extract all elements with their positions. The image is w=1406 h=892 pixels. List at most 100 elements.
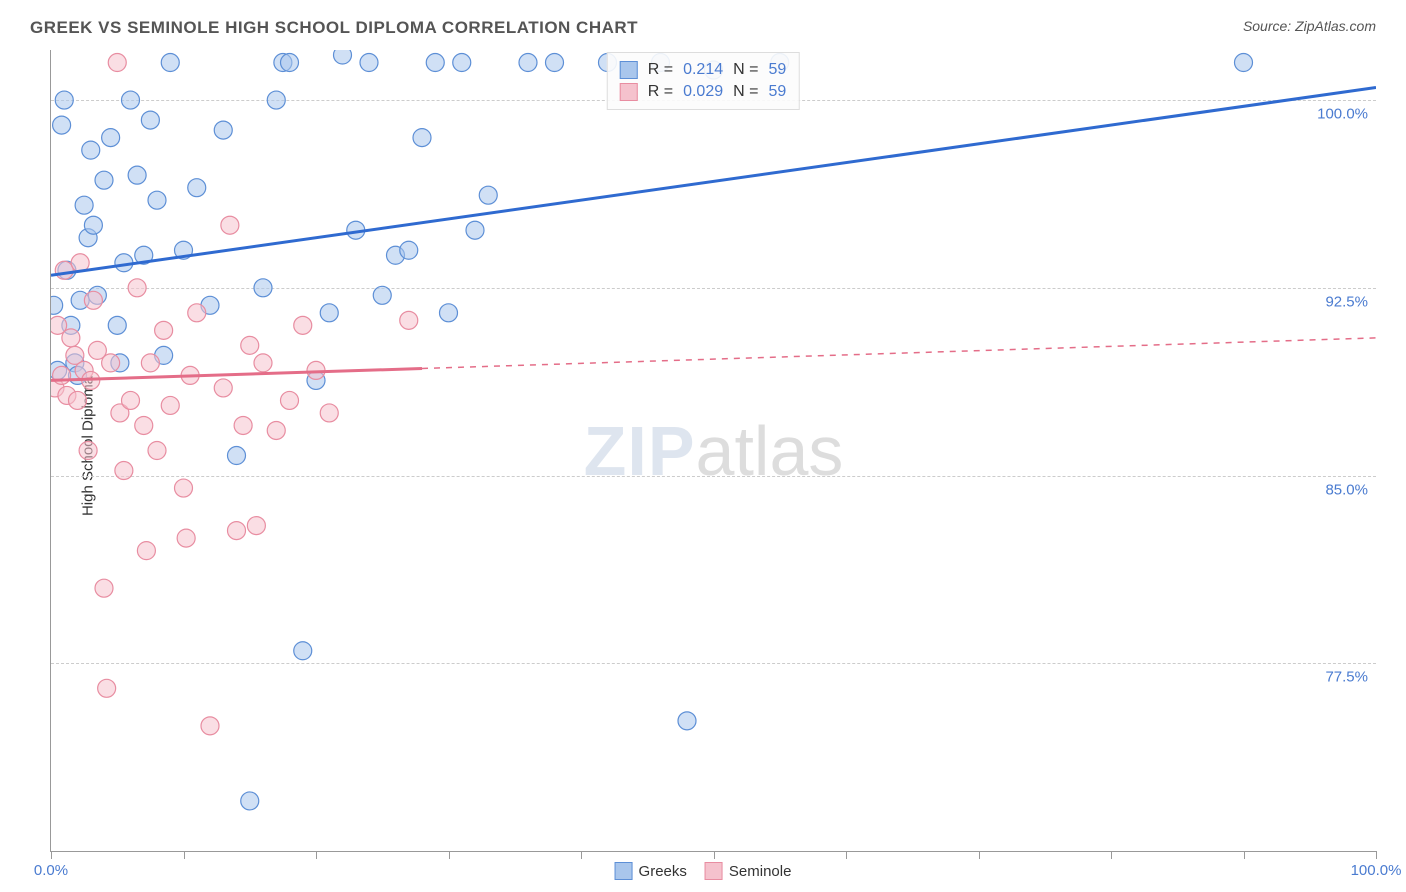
data-point — [161, 54, 179, 72]
legend-item-seminole: Seminole — [705, 862, 792, 880]
chart-title: GREEK VS SEMINOLE HIGH SCHOOL DIPLOMA CO… — [30, 18, 638, 38]
x-tick-label: 0.0% — [34, 862, 68, 879]
data-point — [188, 304, 206, 322]
data-point — [51, 296, 63, 314]
legend-item-greeks: Greeks — [615, 862, 687, 880]
data-point — [281, 54, 299, 72]
data-point — [141, 354, 159, 372]
legend-seminole-n: 59 — [768, 83, 786, 101]
legend-r-label-2: R = — [648, 83, 673, 101]
legend-r-label: R = — [648, 61, 673, 79]
data-point — [84, 291, 102, 309]
data-point — [334, 50, 352, 64]
data-point — [177, 529, 195, 547]
legend-bottom-swatch-seminole — [705, 862, 723, 880]
legend-series-box: Greeks Seminole — [615, 862, 792, 880]
data-point — [137, 542, 155, 560]
data-point — [62, 329, 80, 347]
data-point — [267, 421, 285, 439]
data-point — [320, 304, 338, 322]
data-point — [161, 396, 179, 414]
data-point — [479, 186, 497, 204]
data-point — [228, 522, 246, 540]
data-point — [95, 171, 113, 189]
x-tick — [1244, 851, 1245, 859]
legend-row-seminole: R = 0.029 N = 59 — [620, 81, 787, 103]
data-point — [55, 261, 73, 279]
data-point — [400, 241, 418, 259]
scatter-svg — [51, 50, 1376, 851]
data-point — [188, 179, 206, 197]
data-point — [175, 479, 193, 497]
data-point — [267, 91, 285, 109]
data-point — [678, 712, 696, 730]
data-point — [241, 336, 259, 354]
legend-correlation-box: R = 0.214 N = 59 R = 0.029 N = 59 — [607, 52, 800, 110]
legend-bottom-swatch-greeks — [615, 862, 633, 880]
data-point — [221, 216, 239, 234]
data-point — [247, 517, 265, 535]
data-point — [453, 54, 471, 72]
data-point — [373, 286, 391, 304]
legend-row-greeks: R = 0.214 N = 59 — [620, 59, 787, 81]
data-point — [98, 679, 116, 697]
data-point — [294, 316, 312, 334]
data-point — [1235, 54, 1253, 72]
chart-plot-area: ZIPatlas 77.5%85.0%92.5%100.0%0.0%100.0% — [50, 50, 1376, 852]
data-point — [228, 447, 246, 465]
data-point — [155, 321, 173, 339]
data-point — [201, 717, 219, 735]
data-point — [53, 116, 71, 134]
x-tick — [449, 851, 450, 859]
data-point — [102, 129, 120, 147]
data-point — [79, 442, 97, 460]
x-tick — [581, 851, 582, 859]
data-point — [102, 354, 120, 372]
data-point — [519, 54, 537, 72]
data-point — [82, 141, 100, 159]
data-point — [128, 279, 146, 297]
data-point — [95, 579, 113, 597]
data-point — [254, 354, 272, 372]
data-point — [122, 391, 140, 409]
data-point — [426, 54, 444, 72]
data-point — [546, 54, 564, 72]
source-label: Source: ZipAtlas.com — [1243, 18, 1376, 34]
data-point — [135, 416, 153, 434]
x-tick — [51, 851, 52, 859]
x-tick — [1111, 851, 1112, 859]
data-point — [294, 642, 312, 660]
legend-seminole-r: 0.029 — [683, 83, 723, 101]
data-point — [84, 216, 102, 234]
data-point — [440, 304, 458, 322]
x-tick — [1376, 851, 1377, 859]
x-tick — [316, 851, 317, 859]
legend-swatch-seminole — [620, 83, 638, 101]
legend-swatch-greeks — [620, 61, 638, 79]
data-point — [108, 316, 126, 334]
data-point — [320, 404, 338, 422]
data-point — [108, 54, 126, 72]
x-tick — [979, 851, 980, 859]
data-point — [214, 121, 232, 139]
data-point — [360, 54, 378, 72]
data-point — [466, 221, 484, 239]
x-tick-label: 100.0% — [1351, 862, 1402, 879]
data-point — [148, 442, 166, 460]
x-tick — [714, 851, 715, 859]
data-point — [75, 196, 93, 214]
data-point — [241, 792, 259, 810]
data-point — [69, 391, 87, 409]
legend-n-label: N = — [733, 61, 758, 79]
data-point — [254, 279, 272, 297]
data-point — [122, 91, 140, 109]
legend-bottom-label-greeks: Greeks — [639, 863, 687, 880]
x-tick — [846, 851, 847, 859]
x-tick — [184, 851, 185, 859]
trend-line-solid — [51, 88, 1376, 276]
data-point — [413, 129, 431, 147]
legend-greeks-n: 59 — [768, 61, 786, 79]
data-point — [55, 91, 73, 109]
data-point — [128, 166, 146, 184]
data-point — [141, 111, 159, 129]
